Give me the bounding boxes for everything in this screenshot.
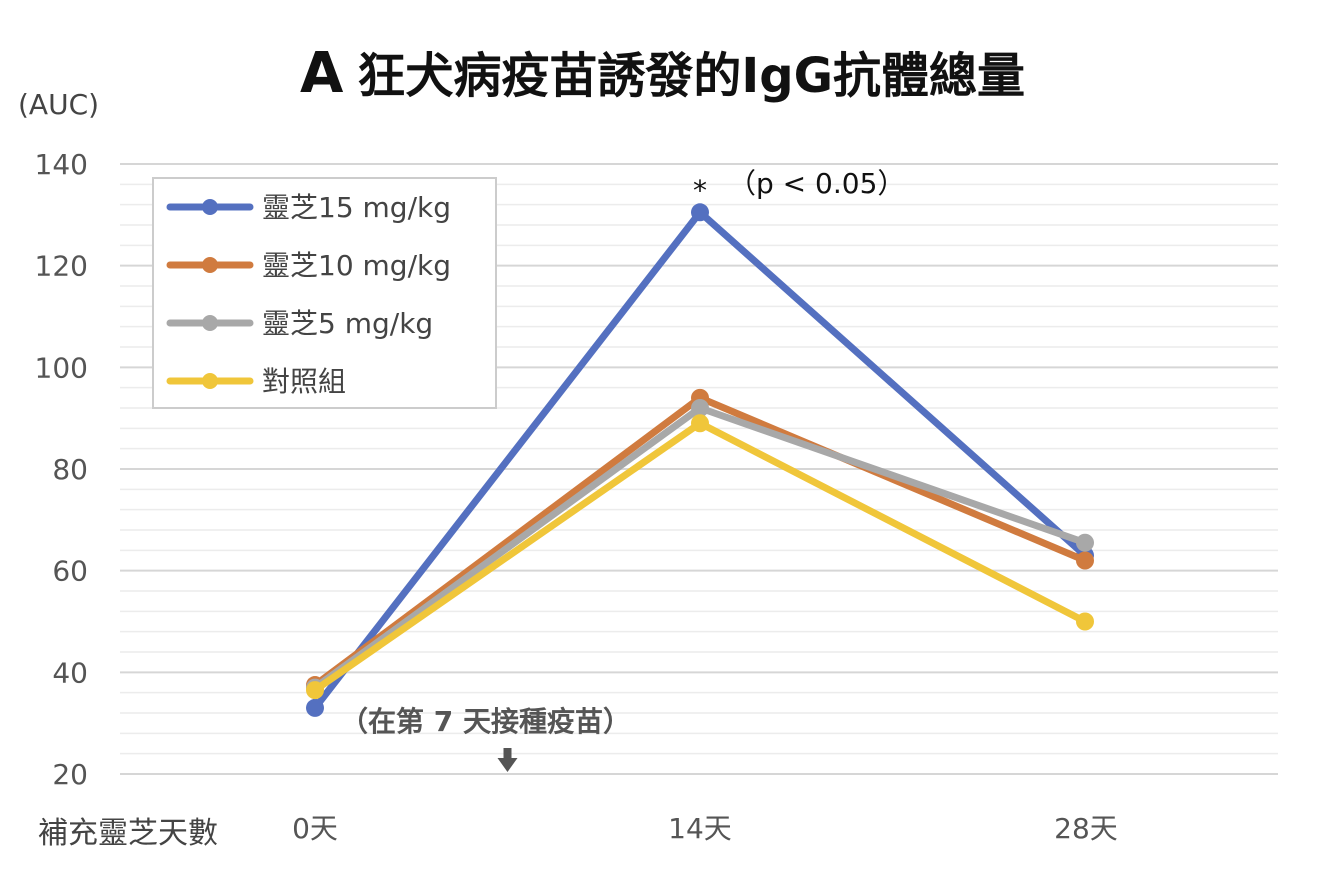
- chart-title: A 狂犬病疫苗誘發的IgG抗體總量: [0, 36, 1325, 106]
- data-point: [306, 698, 324, 717]
- x-axis-caption: 補充靈芝天數: [38, 816, 218, 851]
- vaccination-note: （在第 7 天接種疫苗）: [340, 705, 631, 738]
- legend-label: 靈芝15 mg/kg: [262, 191, 451, 224]
- legend-swatch-marker: [202, 257, 218, 273]
- significance-star: *: [693, 174, 707, 207]
- data-point: [691, 203, 709, 222]
- y-tick-label: 80: [52, 453, 88, 486]
- y-tick-label: 100: [35, 351, 88, 384]
- title-text: 狂犬病疫苗誘發的IgG抗體總量: [357, 48, 1025, 104]
- data-point: [306, 681, 324, 700]
- legend-swatch-marker: [202, 315, 218, 331]
- y-tick-label: 20: [52, 758, 88, 791]
- legend: [152, 177, 497, 409]
- data-point: [691, 414, 709, 433]
- legend-swatch-marker: [202, 373, 218, 389]
- legend-label: 靈芝10 mg/kg: [262, 249, 451, 282]
- y-tick-label: 140: [35, 148, 88, 181]
- x-tick-label: 0天: [292, 812, 338, 845]
- vaccination-arrow-icon: [497, 758, 518, 772]
- data-point: [1076, 612, 1094, 631]
- series-line-1: [311, 394, 1089, 689]
- legend-label: 靈芝5 mg/kg: [262, 307, 433, 340]
- x-tick-label: 28天: [1054, 812, 1118, 845]
- panel-letter: A: [300, 41, 344, 106]
- x-tick-label: 14天: [668, 812, 732, 845]
- significance-label: （p < 0.05）: [728, 167, 905, 200]
- vaccination-arrow-shaft: [503, 748, 512, 760]
- data-point: [1076, 551, 1094, 570]
- data-point: [691, 399, 709, 417]
- y-tick-label: 120: [35, 250, 88, 283]
- y-tick-label: 60: [52, 555, 88, 588]
- y-tick-label: 40: [52, 656, 88, 689]
- data-point: [1076, 533, 1094, 552]
- legend-swatch-marker: [202, 199, 218, 215]
- legend-label: 對照組: [262, 365, 346, 398]
- y-axis-unit: (AUC): [18, 88, 100, 121]
